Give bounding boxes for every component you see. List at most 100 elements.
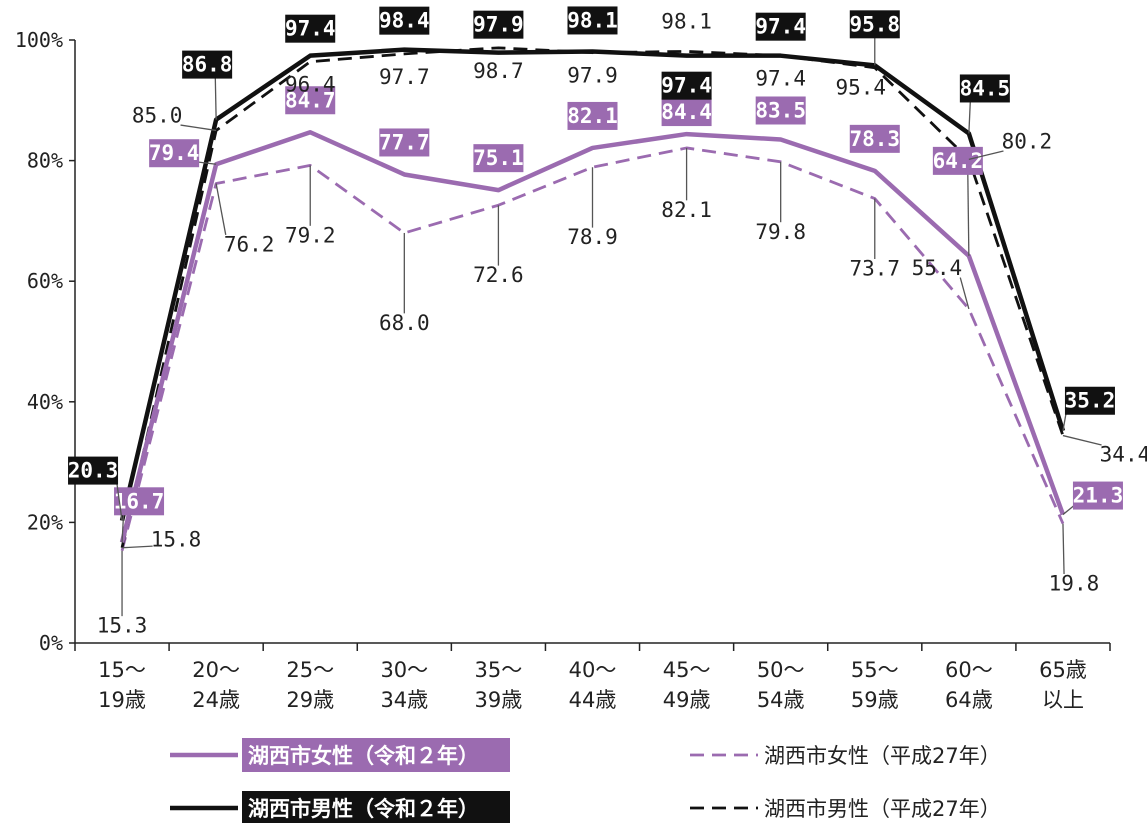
series-line [119,130,1066,543]
data-label: 73.7 [849,257,900,281]
leader-line [115,480,123,521]
data-label-box [114,487,165,516]
data-label: 82.1 [661,198,712,222]
leader-line [1062,504,1075,516]
legend-label: 湖西市男性（平成27年） [764,797,1001,821]
data-label: 79.8 [755,220,806,244]
legend-label: 湖西市女性（平成27年） [764,744,1001,768]
data-label-box [755,96,806,125]
leader-line [197,161,217,165]
chart-legend: 湖西市女性（令和２年） 湖西市女性（平成27年） 湖西市男性（令和２年） 湖西市男性（… [170,738,1001,823]
leader-line [180,124,217,132]
data-label: 19.8 [1049,572,1100,596]
data-label-box [379,128,430,157]
legend-label-box [242,738,510,772]
data-label-box [1072,481,1123,510]
data-label-box [932,146,983,175]
data-label: 21.3 [1073,484,1124,508]
data-label: 86.8 [182,53,233,77]
leader-line [968,150,1004,161]
leader-line [1062,523,1065,575]
x-tick-label: 45～ 49歳 [663,658,711,712]
data-label: 64.2 [933,149,984,173]
x-tick-label: 60～ 64歳 [945,658,993,712]
data-label: 16.7 [114,489,165,513]
data-label: 35.2 [1065,389,1116,413]
data-label-box [959,74,1010,103]
leader-line [122,545,153,549]
x-tick-label: 25～ 29歳 [286,658,334,712]
x-tick-label: 30～ 34歳 [380,658,428,712]
data-label: 97.7 [379,65,430,89]
leader-line [967,170,970,256]
data-label: 98.1 [661,9,712,33]
data-label-box [379,6,430,35]
data-label: 79.2 [285,223,336,247]
data-label: 72.6 [473,263,524,287]
y-tick-label: 40% [27,390,63,414]
data-label: 96.4 [285,73,336,97]
data-label-box [473,10,524,39]
chart-series-lines [119,46,1066,552]
leader-line [959,277,970,310]
data-label: 77.7 [379,130,430,154]
data-label: 79.4 [149,141,200,165]
x-tick-label: 50～ 54歳 [757,658,805,712]
data-label: 68.0 [379,311,430,335]
y-tick-label: 80% [27,149,63,173]
data-label: 98.1 [567,8,618,32]
data-label-box [473,144,524,173]
data-label: 97.4 [285,17,336,41]
y-tick-label: 60% [27,269,63,293]
series-line [119,47,1066,522]
data-label-box [1064,386,1115,415]
data-label: 98.4 [379,9,430,33]
data-label-box [567,101,618,130]
x-tick-label: 20～ 24歳 [192,658,240,712]
data-label: 97.4 [755,67,806,91]
data-label-box [661,71,712,100]
data-label: 84.4 [661,100,712,124]
leader-line [121,510,125,543]
legend-label-box [242,791,510,823]
data-label-box [182,50,233,79]
series-line [120,146,1065,552]
data-label: 34.4 [1100,443,1147,467]
data-label: 97.4 [661,74,712,98]
x-tick-label: 40～ 44歳 [569,658,617,712]
data-label-box [68,456,119,485]
data-label: 80.2 [1002,129,1053,153]
x-tick-label: 65歳以上 [1039,658,1087,712]
data-label-box [567,6,618,35]
data-label: 15.3 [97,614,148,638]
data-label: 20.3 [68,459,119,483]
chart-data-labels: 16.7 79.4 84.7 77.7 75.1 82.1 84.4 83.5 78.3 64.2… [68,6,1147,638]
data-label: 76.2 [224,233,275,257]
chart-axes: 0% 20% 40% 60% 80% 100% 15～ 19歳 20～ 24歳 25～ 29歳 30～ 3… [15,28,1111,712]
leader-line [215,183,227,236]
data-label: 78.9 [567,225,618,249]
leader-line [1062,434,1102,446]
data-label-box [661,98,712,127]
data-label-box [149,139,200,168]
data-label: 84.7 [285,88,336,112]
data-label-box [849,10,900,39]
data-label: 15.8 [151,528,202,552]
data-label: 78.3 [849,127,900,151]
y-tick-label: 20% [27,510,63,534]
data-label-box [285,86,336,115]
data-label-box [755,12,806,41]
y-tick-label: 100% [15,28,63,52]
x-tick-label: 15～ 19歳 [98,658,146,712]
x-tick-label: 35～ 39歳 [475,658,523,712]
data-label: 84.5 [960,76,1011,100]
data-label-box [285,14,336,43]
data-label: 97.4 [755,15,806,39]
data-label: 55.4 [912,256,963,280]
data-label: 83.5 [755,98,806,122]
legend-label: 湖西市女性（令和２年） [248,744,479,768]
data-label: 95.4 [835,76,886,100]
leader-line [214,74,217,120]
data-label: 75.1 [473,146,524,170]
